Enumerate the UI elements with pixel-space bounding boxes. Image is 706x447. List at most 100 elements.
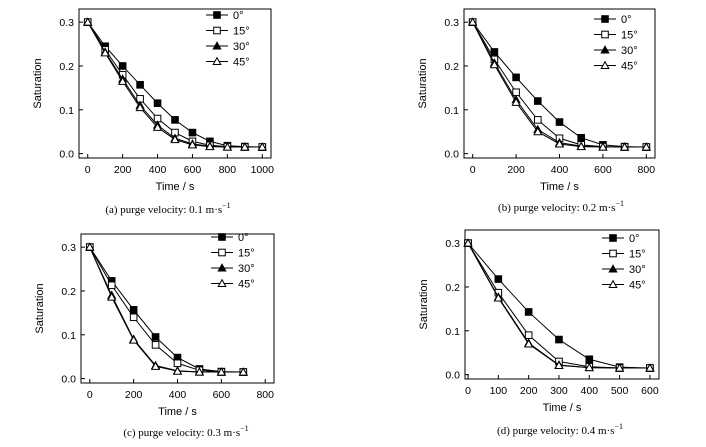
panel-caption: (c) purge velocity: 0.3 m·s−1 xyxy=(123,424,248,439)
series-15° xyxy=(85,243,248,376)
series-45° xyxy=(468,17,651,151)
legend-label: 15° xyxy=(629,249,646,261)
y-axis-title: Saturation xyxy=(34,283,46,333)
data-point xyxy=(107,292,117,301)
data-point xyxy=(463,238,473,247)
series-0° xyxy=(85,243,248,376)
x-tick-label: 0 xyxy=(470,164,476,176)
y-tick-label: 0.3 xyxy=(445,238,460,250)
data-point xyxy=(150,361,161,370)
legend-label: 30° xyxy=(629,264,646,276)
data-point xyxy=(171,116,179,124)
legend-label: 0° xyxy=(621,14,632,26)
panel-caption: (b) purge velocity: 0.2 m·s−1 xyxy=(498,199,624,214)
data-point xyxy=(128,335,139,344)
data-point xyxy=(619,142,630,151)
legend-label: 0° xyxy=(629,233,640,245)
legend: 0° 15° 30° 45° xyxy=(211,232,255,291)
legend: 0° 15° 30° 45° xyxy=(594,14,638,73)
y-tick-label: 0.0 xyxy=(59,149,74,161)
x-tick-label: 300 xyxy=(550,385,568,397)
legend-marker xyxy=(213,26,221,35)
legend-label: 0° xyxy=(233,10,244,22)
data-point xyxy=(118,62,127,70)
data-point xyxy=(100,47,110,57)
y-tick-label: 0.1 xyxy=(59,105,74,117)
x-tick-label: 400 xyxy=(149,164,167,176)
data-point xyxy=(240,142,250,151)
x-tick-label: 200 xyxy=(520,385,538,397)
y-tick-label: 0.2 xyxy=(61,286,76,298)
chart-panel-b: 0 200 400 600 800 0.0 0.1 0.2 0.3 Time / s Saturat… xyxy=(417,8,656,214)
legend-marker xyxy=(601,15,609,23)
data-point xyxy=(614,363,625,372)
data-point xyxy=(172,366,183,375)
data-point xyxy=(216,367,227,376)
data-point xyxy=(187,140,198,149)
series-line xyxy=(89,246,244,373)
data-point xyxy=(222,142,233,151)
data-point xyxy=(533,126,543,136)
data-point xyxy=(512,73,520,82)
data-point xyxy=(85,242,95,251)
data-point xyxy=(151,341,160,349)
legend-label: 30° xyxy=(621,45,638,57)
plot-frame xyxy=(464,229,660,380)
x-tick-label: 600 xyxy=(184,164,202,176)
data-point xyxy=(494,275,503,283)
data-point xyxy=(188,128,197,137)
data-point xyxy=(524,339,534,348)
x-tick-label: 600 xyxy=(213,389,231,401)
legend-label: 15° xyxy=(233,26,250,38)
legend-marker xyxy=(218,233,226,241)
data-point xyxy=(83,17,93,26)
legend-marker xyxy=(600,60,610,70)
x-tick-label: 600 xyxy=(641,385,659,397)
x-tick-label: 600 xyxy=(594,164,612,176)
series-15° xyxy=(83,18,267,151)
x-tick-label: 800 xyxy=(256,389,274,401)
y-tick-label: 0.1 xyxy=(444,105,459,117)
data-point xyxy=(170,134,180,144)
series-30° xyxy=(85,242,248,376)
x-tick-label: 0 xyxy=(465,385,471,397)
data-point xyxy=(490,48,499,56)
x-tick-label: 200 xyxy=(114,164,132,176)
y-tick-label: 0.0 xyxy=(61,374,76,386)
data-point xyxy=(257,142,267,151)
data-point xyxy=(153,99,162,108)
y-tick-label: 0.1 xyxy=(445,326,460,338)
data-point xyxy=(641,142,651,151)
chart-panel-c: 0 200 400 600 800 0.0 0.1 0.2 0.3 Time / s Saturat… xyxy=(34,232,275,439)
x-tick-label: 800 xyxy=(219,164,237,176)
series-line xyxy=(467,242,650,369)
data-point xyxy=(151,333,160,341)
data-point xyxy=(107,281,116,290)
x-tick-label: 0 xyxy=(87,389,93,401)
y-axis-title: Saturation xyxy=(32,58,44,108)
x-tick-label: 400 xyxy=(169,389,187,401)
y-tick-label: 0.1 xyxy=(61,330,76,342)
chart-panel-d: 0 100 200 300 400 500 600 0.0 0.1 0.2 0.3 Time / s S… xyxy=(418,229,660,437)
data-point xyxy=(576,141,586,151)
data-point xyxy=(468,17,478,26)
data-point xyxy=(238,367,248,376)
x-tick-label: 1000 xyxy=(251,164,275,176)
legend-marker xyxy=(212,41,222,50)
legend-marker xyxy=(213,11,221,19)
data-point xyxy=(554,139,565,148)
legend-label: 30° xyxy=(238,263,255,275)
y-tick-label: 0.2 xyxy=(444,61,459,73)
data-point xyxy=(511,97,521,106)
data-point xyxy=(554,360,564,369)
legend: 0° 15° 30° 45° xyxy=(206,10,250,69)
legend-marker xyxy=(608,279,618,289)
series-line xyxy=(89,246,244,373)
data-point xyxy=(194,367,205,376)
y-tick-label: 0.3 xyxy=(59,17,74,29)
x-tick-label: 200 xyxy=(125,389,143,401)
data-point xyxy=(129,306,138,314)
x-tick-label: 200 xyxy=(507,164,525,176)
legend-marker xyxy=(218,248,226,257)
